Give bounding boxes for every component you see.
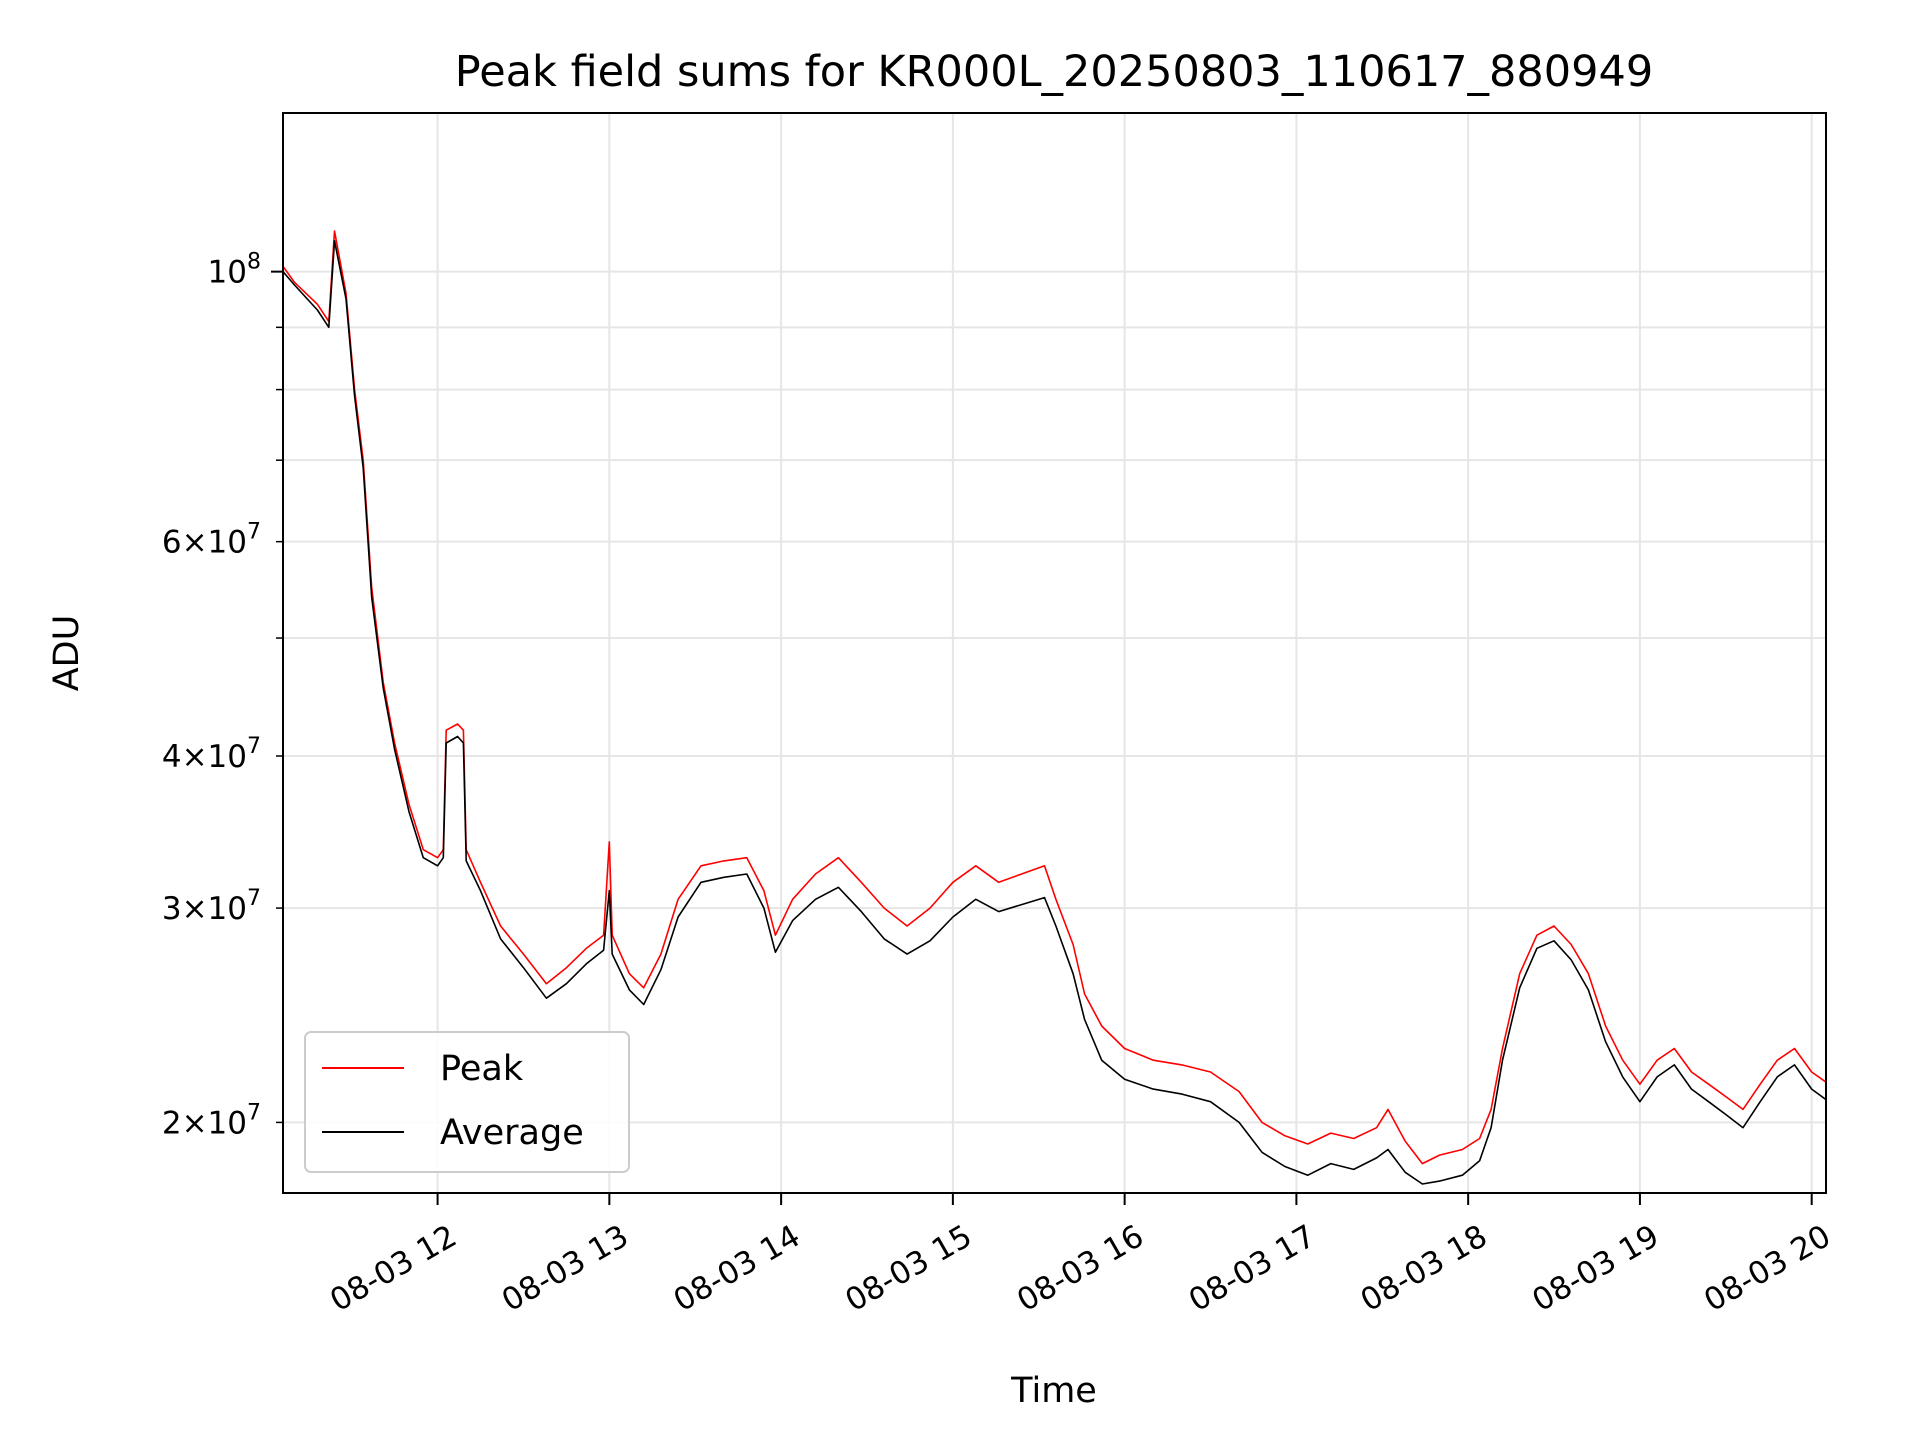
y-tick-label-minor-1: 3×107 (162, 886, 261, 927)
axes-frame (282, 112, 1827, 1194)
x-axis-label: Time (1010, 1371, 1097, 1411)
y-tick-label-minor-4: 6×107 (162, 520, 261, 561)
series-line-average (283, 240, 1826, 1185)
legend: Peak Average (304, 1031, 630, 1173)
y-tick-label-minor-0: 2×107 (162, 1100, 261, 1141)
series-line-peak (283, 230, 1826, 1165)
series-group (283, 230, 1826, 1185)
y-tick-label-major-0: 108 (208, 250, 261, 291)
legend-label-average: Average (440, 1113, 584, 1153)
legend-label-peak: Peak (440, 1049, 524, 1089)
y-tick-label-minor-2: 4×107 (162, 734, 261, 775)
grid (283, 113, 1826, 1193)
y-axis-label: ADU (47, 615, 87, 692)
chart-title: Peak field sums for KR000L_20250803_1106… (455, 47, 1653, 97)
